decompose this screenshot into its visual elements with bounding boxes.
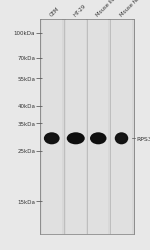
Bar	[88, 20, 108, 234]
Text: Mouse heart: Mouse heart	[119, 0, 146, 18]
Ellipse shape	[115, 133, 128, 145]
Bar	[40, 20, 134, 234]
Text: 15kDa: 15kDa	[17, 199, 35, 204]
Text: 100kDa: 100kDa	[14, 31, 35, 36]
Bar	[42, 20, 62, 234]
Text: 55kDa: 55kDa	[17, 76, 35, 81]
Text: 70kDa: 70kDa	[17, 56, 35, 61]
Text: 40kDa: 40kDa	[17, 104, 35, 109]
Ellipse shape	[44, 133, 60, 145]
Bar	[66, 20, 86, 234]
Ellipse shape	[47, 135, 57, 141]
Bar	[111, 20, 132, 234]
Text: 35kDa: 35kDa	[17, 121, 35, 126]
Text: CEM: CEM	[49, 6, 61, 18]
Text: HT-29: HT-29	[73, 3, 87, 18]
Ellipse shape	[67, 133, 85, 145]
Ellipse shape	[117, 135, 126, 141]
Ellipse shape	[70, 135, 82, 141]
Text: Mouse liver: Mouse liver	[95, 0, 120, 18]
Text: 25kDa: 25kDa	[17, 149, 35, 154]
Ellipse shape	[90, 133, 106, 145]
Ellipse shape	[93, 135, 104, 141]
Text: RPS3: RPS3	[136, 136, 150, 141]
